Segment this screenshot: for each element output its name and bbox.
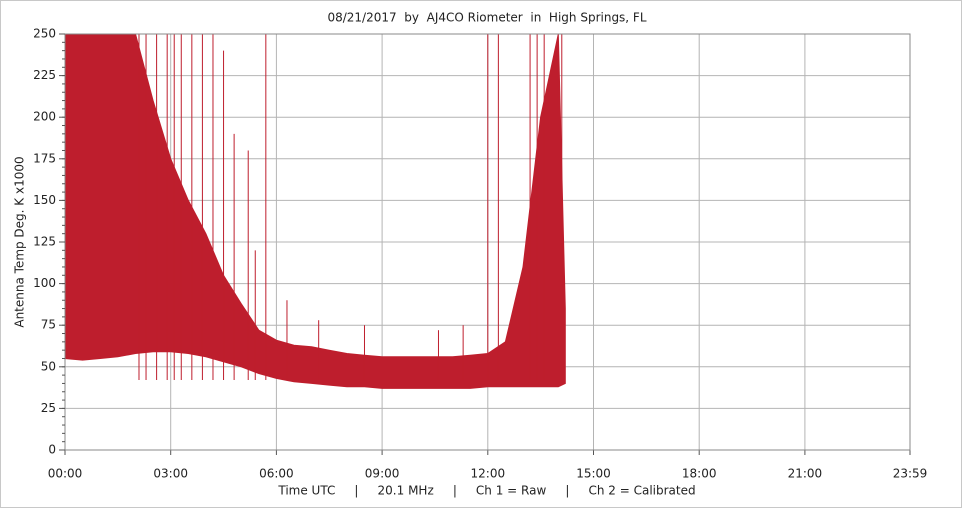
y-axis-label: Antenna Temp Deg. K x1000 xyxy=(13,156,27,327)
y-tick-label: 225 xyxy=(33,68,56,82)
y-tick-label: 200 xyxy=(33,110,56,124)
x-tick-label: 03:00 xyxy=(153,467,188,481)
y-tick-label: 100 xyxy=(33,276,56,290)
y-tick-label: 0 xyxy=(48,443,56,457)
y-tick-label: 50 xyxy=(41,359,56,373)
x-tick-label: 12:00 xyxy=(471,467,506,481)
y-tick-label: 175 xyxy=(33,151,56,165)
y-tick-label: 25 xyxy=(41,401,56,415)
y-tick-label: 150 xyxy=(33,193,56,207)
y-tick-label: 75 xyxy=(41,318,56,332)
chart-title: 08/21/2017 by AJ4CO Riometer in High Spr… xyxy=(327,11,646,25)
x-tick-label: 21:00 xyxy=(788,467,823,481)
x-tick-label: 18:00 xyxy=(682,467,717,481)
y-tick-label: 125 xyxy=(33,235,56,249)
footer: Time UTC | 20.1 MHz | Ch 1 = Raw | Ch 2 … xyxy=(277,484,695,498)
x-tick-label: 06:00 xyxy=(259,467,294,481)
y-tick-label: 250 xyxy=(33,27,56,41)
x-tick-label: 15:00 xyxy=(576,467,611,481)
x-tick-label: 23:59 xyxy=(893,467,928,481)
x-tick-label: 00:00 xyxy=(48,467,83,481)
x-tick-label: 09:00 xyxy=(365,467,400,481)
